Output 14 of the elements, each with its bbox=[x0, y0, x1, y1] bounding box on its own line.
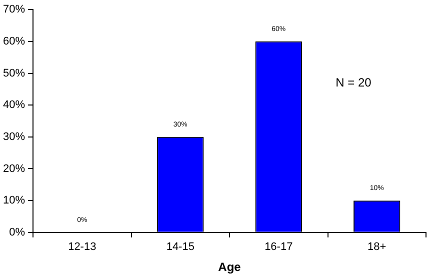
y-tick-label: 50% bbox=[2, 67, 26, 80]
y-tick-label: 0% bbox=[9, 226, 26, 238]
x-axis-title: Age bbox=[218, 260, 242, 274]
y-tick-label: 30% bbox=[2, 130, 26, 143]
x-tick-label: 12-13 bbox=[68, 241, 96, 254]
y-tick-label: 60% bbox=[2, 35, 26, 48]
x-tick-label: 14-15 bbox=[166, 241, 194, 254]
y-tick-label: 40% bbox=[2, 99, 26, 112]
x-tick-label: 18+ bbox=[368, 241, 386, 254]
annotation: N = 20 bbox=[336, 75, 372, 90]
x-tick-label: 16-17 bbox=[264, 241, 293, 254]
y-tick-label: 70% bbox=[2, 4, 26, 16]
y-tick-label: 10% bbox=[2, 194, 26, 207]
y-tick-label: 20% bbox=[2, 162, 26, 175]
